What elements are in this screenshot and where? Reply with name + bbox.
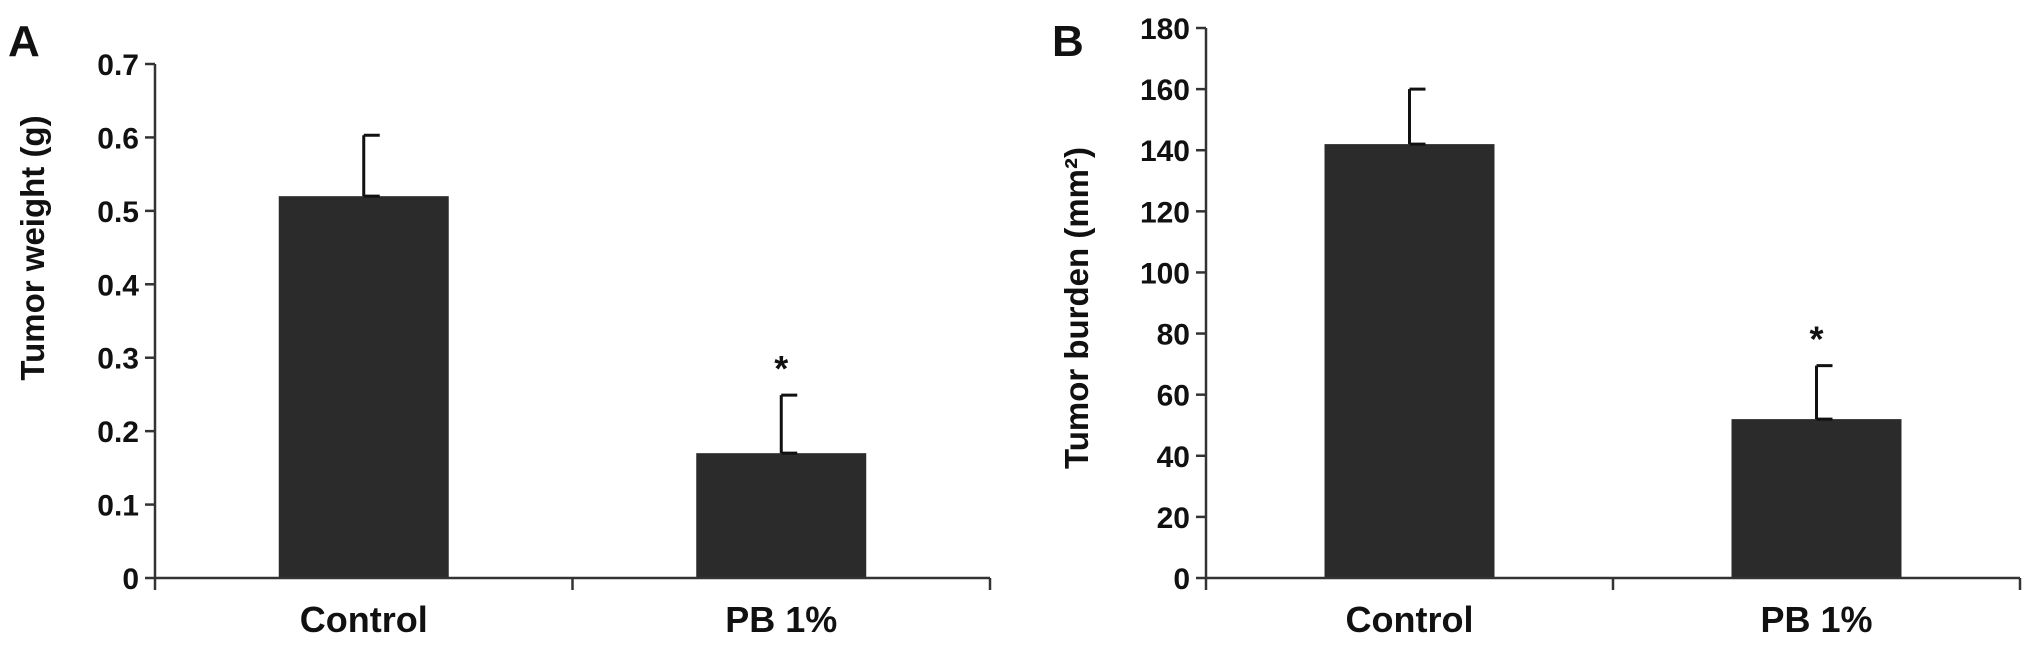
x-tick-label: Control: [1346, 599, 1474, 640]
x-ticks-a: Control PB 1%: [153, 578, 992, 640]
y-tick-label: 0.6: [97, 122, 139, 155]
y-tick-label: 0.2: [97, 416, 139, 449]
y-tick-label: 0.1: [97, 490, 139, 523]
x-tick-label: PB 1%: [1760, 599, 1872, 640]
bar: [1731, 419, 1902, 578]
y-tick-label: 0: [1173, 563, 1190, 596]
y-axis-label-b: Tumor burden (mm²): [1058, 147, 1095, 469]
y-ticks-b: 0 20 40 60 80 100 120 140 160 180: [1140, 13, 1206, 596]
bars-a: [278, 196, 867, 578]
significance-marker: *: [774, 348, 788, 389]
sig-markers-a: *: [774, 348, 788, 389]
y-tick-label: 100: [1140, 257, 1190, 290]
y-tick-label: 40: [1157, 441, 1190, 474]
panel-label-a: A: [8, 17, 40, 66]
x-ticks-b: Control PB 1%: [1204, 578, 2022, 640]
bars-b: [1324, 144, 1902, 578]
panel-b: B Tumor burden (mm²) 0 20 40 60 80 100 120 140 1…: [1052, 13, 2022, 640]
y-tick-label: 60: [1157, 380, 1190, 413]
y-tick-label: 80: [1157, 319, 1190, 352]
y-tick-label: 0.5: [97, 196, 139, 229]
y-tick-label: 20: [1157, 502, 1190, 535]
errorbars-a: [362, 133, 798, 455]
panel-label-b: B: [1052, 17, 1084, 66]
y-tick-label: 160: [1140, 74, 1190, 107]
x-tick-label: Control: [300, 599, 428, 640]
bar: [696, 453, 867, 578]
y-tick-label: 0.7: [97, 49, 139, 82]
x-tick-label: PB 1%: [725, 599, 837, 640]
sig-markers-b: *: [1809, 319, 1823, 360]
y-ticks-a: 0 0.1 0.2 0.3 0.4 0.5 0.6 0.7: [97, 49, 155, 596]
y-axis-label-a: Tumor weight (g): [14, 115, 51, 380]
errorbars-b: [1408, 87, 1833, 421]
y-tick-label: 180: [1140, 13, 1190, 46]
y-tick-label: 140: [1140, 135, 1190, 168]
y-tick-label: 0.4: [97, 269, 139, 302]
y-tick-label: 120: [1140, 196, 1190, 229]
significance-marker: *: [1809, 319, 1823, 360]
panel-a: A Tumor weight (g) 0 0.1 0.2 0.3 0.4 0.5 0.6 0.…: [8, 17, 992, 640]
bar: [278, 196, 449, 578]
y-tick-label: 0: [122, 563, 139, 596]
bar: [1324, 144, 1495, 578]
y-tick-label: 0.3: [97, 343, 139, 376]
